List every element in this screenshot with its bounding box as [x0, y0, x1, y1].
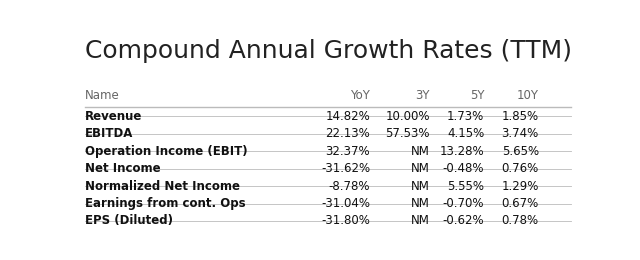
Text: Operation Income (EBIT): Operation Income (EBIT) [85, 145, 248, 158]
Text: Net Income: Net Income [85, 162, 161, 175]
Text: 10Y: 10Y [517, 89, 539, 102]
Text: NM: NM [411, 214, 429, 228]
Text: 57.53%: 57.53% [385, 127, 429, 140]
Text: EPS (Diluted): EPS (Diluted) [85, 214, 173, 228]
Text: 1.73%: 1.73% [447, 110, 484, 123]
Text: EBITDA: EBITDA [85, 127, 133, 140]
Text: 5.65%: 5.65% [502, 145, 539, 158]
Text: 3Y: 3Y [415, 89, 429, 102]
Text: 32.37%: 32.37% [326, 145, 370, 158]
Text: 4.15%: 4.15% [447, 127, 484, 140]
Text: Compound Annual Growth Rates (TTM): Compound Annual Growth Rates (TTM) [85, 39, 572, 63]
Text: YoY: YoY [350, 89, 370, 102]
Text: Name: Name [85, 89, 120, 102]
Text: NM: NM [411, 162, 429, 175]
Text: 10.00%: 10.00% [385, 110, 429, 123]
Text: 3.74%: 3.74% [502, 127, 539, 140]
Text: Normalized Net Income: Normalized Net Income [85, 180, 240, 193]
Text: 22.13%: 22.13% [325, 127, 370, 140]
Text: -31.04%: -31.04% [321, 197, 370, 210]
Text: NM: NM [411, 180, 429, 193]
Text: -0.62%: -0.62% [443, 214, 484, 228]
Text: 5.55%: 5.55% [447, 180, 484, 193]
Text: 1.29%: 1.29% [501, 180, 539, 193]
Text: Earnings from cont. Ops: Earnings from cont. Ops [85, 197, 246, 210]
Text: 1.85%: 1.85% [502, 110, 539, 123]
Text: 14.82%: 14.82% [325, 110, 370, 123]
Text: -0.70%: -0.70% [443, 197, 484, 210]
Text: 0.67%: 0.67% [502, 197, 539, 210]
Text: NM: NM [411, 197, 429, 210]
Text: -8.78%: -8.78% [329, 180, 370, 193]
Text: 0.78%: 0.78% [502, 214, 539, 228]
Text: NM: NM [411, 145, 429, 158]
Text: 13.28%: 13.28% [440, 145, 484, 158]
Text: 0.76%: 0.76% [502, 162, 539, 175]
Text: 5Y: 5Y [470, 89, 484, 102]
Text: Revenue: Revenue [85, 110, 142, 123]
Text: -31.80%: -31.80% [321, 214, 370, 228]
Text: -31.62%: -31.62% [321, 162, 370, 175]
Text: -0.48%: -0.48% [443, 162, 484, 175]
